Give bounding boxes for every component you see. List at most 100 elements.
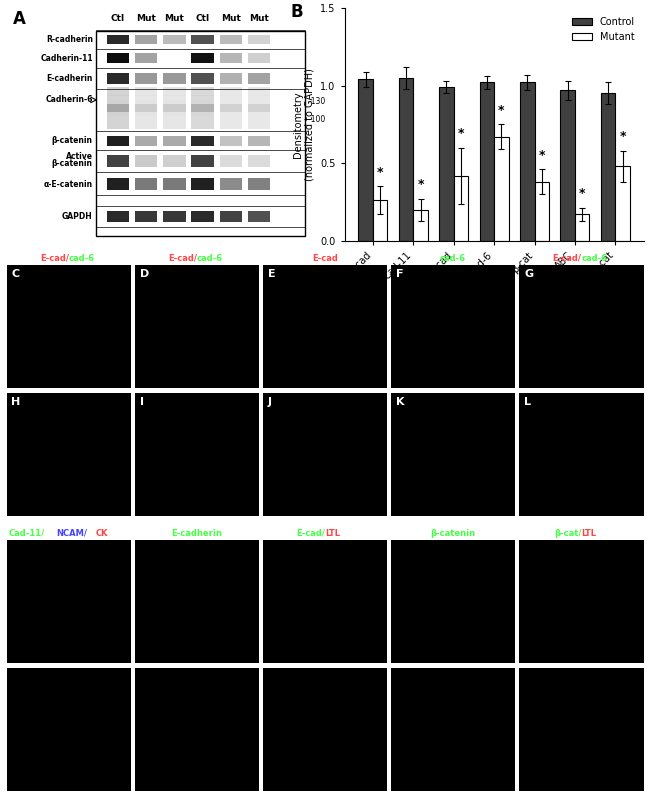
Bar xyxy=(135,117,157,121)
Bar xyxy=(163,136,186,145)
Bar xyxy=(191,100,214,104)
Text: C: C xyxy=(12,269,20,279)
Text: *: * xyxy=(579,188,586,201)
Bar xyxy=(135,100,157,104)
Text: Cad-11/: Cad-11/ xyxy=(9,529,45,538)
Bar xyxy=(413,209,428,240)
Bar xyxy=(107,155,129,167)
Bar xyxy=(163,177,186,190)
Bar xyxy=(135,136,157,145)
Text: LTL: LTL xyxy=(325,529,340,538)
Text: Active: Active xyxy=(66,153,93,161)
Text: Ctl: Ctl xyxy=(196,14,210,23)
Bar xyxy=(107,108,129,113)
Bar xyxy=(135,121,157,125)
Bar xyxy=(220,100,242,104)
Bar xyxy=(248,104,270,108)
Text: -130: -130 xyxy=(309,97,326,105)
Bar xyxy=(163,100,186,104)
Bar xyxy=(163,87,186,91)
Bar xyxy=(191,95,214,100)
Text: *: * xyxy=(377,165,384,179)
Bar xyxy=(220,54,242,63)
Bar xyxy=(135,104,157,108)
Bar xyxy=(191,54,214,63)
Bar xyxy=(191,177,214,190)
Bar xyxy=(220,91,242,96)
Bar xyxy=(220,136,242,145)
Text: E-cad/: E-cad/ xyxy=(296,529,325,538)
Bar xyxy=(220,108,242,113)
Bar xyxy=(480,82,494,240)
Text: LTL: LTL xyxy=(581,529,596,538)
Text: -100: -100 xyxy=(309,115,326,124)
Bar xyxy=(220,73,242,84)
Bar xyxy=(248,117,270,121)
Bar xyxy=(135,95,157,100)
Bar xyxy=(135,177,157,190)
Bar xyxy=(107,54,129,63)
Bar xyxy=(191,125,214,129)
Text: cad-6: cad-6 xyxy=(581,254,607,263)
Bar xyxy=(220,177,242,190)
Bar xyxy=(358,79,373,240)
Bar xyxy=(163,125,186,129)
Bar xyxy=(163,34,186,44)
Bar xyxy=(107,112,129,117)
Bar xyxy=(220,112,242,117)
Bar xyxy=(135,73,157,84)
Bar xyxy=(163,155,186,167)
Bar xyxy=(107,91,129,96)
Text: E-cad/: E-cad/ xyxy=(168,254,197,263)
Text: Mut: Mut xyxy=(221,14,240,23)
Bar xyxy=(248,121,270,125)
Text: Mut: Mut xyxy=(249,14,269,23)
Bar xyxy=(163,91,186,96)
Bar xyxy=(601,93,616,240)
Bar xyxy=(163,73,186,84)
Text: β-cat/: β-cat/ xyxy=(554,529,581,538)
Text: A: A xyxy=(13,10,25,28)
Bar xyxy=(248,87,270,91)
Text: Cadherin-11: Cadherin-11 xyxy=(40,54,93,63)
Bar xyxy=(96,31,305,236)
Text: *: * xyxy=(539,149,545,161)
Bar xyxy=(439,87,454,240)
Bar xyxy=(135,211,157,222)
Bar xyxy=(163,112,186,117)
Text: E-cad/: E-cad/ xyxy=(40,254,69,263)
Text: *: * xyxy=(498,104,504,117)
Bar xyxy=(163,104,186,108)
Bar xyxy=(107,95,129,100)
Text: β-catenin: β-catenin xyxy=(52,136,93,145)
Bar xyxy=(494,137,509,240)
Bar xyxy=(248,211,270,222)
Text: *: * xyxy=(619,130,626,143)
Bar xyxy=(107,125,129,129)
Text: α-E-catenin: α-E-catenin xyxy=(44,180,93,189)
Bar xyxy=(520,82,534,240)
Text: cad-6: cad-6 xyxy=(440,254,466,263)
Text: Mut: Mut xyxy=(136,14,156,23)
Bar xyxy=(191,73,214,84)
Bar xyxy=(107,121,129,125)
Text: B: B xyxy=(291,3,304,22)
Bar xyxy=(248,155,270,167)
Bar xyxy=(248,136,270,145)
Bar xyxy=(373,201,387,240)
Bar xyxy=(135,108,157,113)
Text: cad-6: cad-6 xyxy=(69,254,95,263)
Bar xyxy=(398,78,413,240)
Bar xyxy=(454,176,468,240)
Bar xyxy=(248,91,270,96)
Text: NCAM/: NCAM/ xyxy=(57,529,87,538)
Bar xyxy=(191,108,214,113)
Bar xyxy=(534,182,549,240)
Bar xyxy=(135,155,157,167)
Text: R-cadherin: R-cadherin xyxy=(46,35,93,44)
Text: β-catenin: β-catenin xyxy=(430,529,476,538)
Text: F: F xyxy=(396,269,404,279)
Bar xyxy=(135,125,157,129)
Bar xyxy=(191,34,214,44)
Text: Cadherin-6: Cadherin-6 xyxy=(46,95,93,105)
